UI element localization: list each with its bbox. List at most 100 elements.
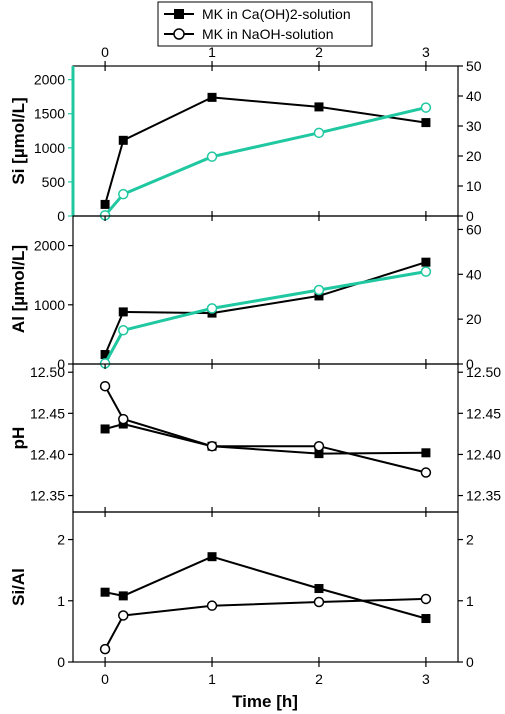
point-ca (421, 448, 431, 458)
ylabel-al: Al [µmol/L] (9, 245, 28, 333)
panel-frame (72, 215, 459, 365)
panel-ph: 12.35 12.40 12.45 12.50 12.35 12.40 12.45 12.50 (30, 363, 501, 513)
point-ca (314, 449, 324, 459)
point-ca (207, 552, 217, 562)
ytick-label-right: 12.40 (466, 446, 501, 462)
series-line-ca (104, 261, 427, 355)
point-naoh (420, 102, 432, 113)
point-naoh (420, 266, 432, 277)
point-naoh (313, 596, 325, 608)
ytick-label-right: 12.45 (466, 405, 501, 421)
xtick-label-top: 1 (208, 44, 216, 60)
ytick-label-left: 12.50 (30, 364, 65, 380)
point-ca (118, 591, 128, 601)
ytick-label-right: 0 (466, 208, 474, 224)
series-line-naoh (103, 106, 427, 217)
ytick-label-right: 0 (466, 654, 474, 670)
xlabel: Time [h] (232, 692, 298, 711)
point-ca (207, 92, 217, 102)
ytick-label-right: 2 (466, 532, 474, 548)
ytick-label-left: 2 (57, 532, 65, 548)
legend-marker-ca (174, 9, 184, 19)
legend: MK in Ca(OH)2-solution MK in NaOH-soluti… (157, 1, 373, 47)
ytick-label-right: 12.50 (466, 364, 501, 380)
ytick-label-right: 30 (466, 118, 482, 134)
point-ca (421, 614, 431, 624)
ytick-label-left: 0 (57, 356, 65, 372)
point-naoh (420, 593, 432, 605)
point-naoh (118, 413, 129, 425)
point-naoh (118, 610, 129, 621)
ytick-label-left: 1 (57, 593, 65, 609)
point-naoh (99, 380, 111, 392)
xtick-label-top: 3 (422, 44, 430, 60)
series-line-ca (104, 96, 427, 205)
point-ca (421, 118, 431, 128)
panel-frame (72, 65, 459, 217)
ytick-label-left: 0 (57, 654, 65, 670)
ytick-label-right: 10 (466, 178, 482, 194)
ytick-label-right: 60 (466, 221, 482, 237)
ytick-label-right: 40 (466, 88, 482, 104)
series-line-naoh (104, 385, 427, 474)
point-naoh (313, 440, 325, 452)
legend-label-naoh: MK in NaOH-solution (202, 26, 334, 42)
ytick-label-left: 12.40 (30, 446, 65, 462)
point-ca (100, 587, 110, 597)
ylabel-si-al: Si/Al (9, 568, 28, 606)
point-ca (100, 199, 110, 209)
xtick-label-bottom: 0 (101, 671, 109, 687)
legend-label-ca: MK in Ca(OH)2-solution (202, 6, 351, 22)
panel-al: 0 1000 2000 0 20 40 60 (34, 215, 482, 372)
xtick-label-top: 2 (315, 44, 323, 60)
point-ca (100, 350, 110, 360)
panel-frame (72, 363, 459, 513)
point-naoh (206, 440, 218, 452)
point-ca (118, 307, 128, 317)
ylabel-si: Si [µmol/L] (9, 97, 28, 184)
legend-box (157, 1, 373, 47)
ytick-label-right: 0 (466, 356, 474, 372)
xtick-label-top: 0 (101, 44, 109, 60)
ytick-label-right: 20 (466, 148, 482, 164)
xtick-label-bottom: 3 (422, 671, 430, 687)
point-naoh (206, 303, 218, 314)
point-naoh (206, 151, 218, 162)
ytick-label-left: 1000 (34, 140, 65, 156)
point-ca (314, 291, 324, 301)
series-line-naoh (104, 597, 426, 650)
ytick-label-right: 50 (466, 58, 482, 74)
ytick-label-left: 2000 (34, 238, 65, 254)
point-naoh (99, 643, 111, 655)
ytick-label-left: 2000 (34, 72, 65, 88)
point-ca (100, 424, 110, 434)
point-ca (314, 584, 324, 594)
legend-marker-naoh (173, 28, 185, 40)
ylabel-ph: pH (9, 427, 28, 450)
ytick-label-left: 1500 (34, 106, 65, 122)
series-line-naoh (103, 270, 427, 365)
ytick-label-left: 12.45 (30, 405, 65, 421)
xtick-label-bottom: 2 (315, 671, 323, 687)
ytick-label-left: 1000 (34, 297, 65, 313)
point-naoh (206, 600, 218, 611)
ytick-label-right: 1 (466, 593, 474, 609)
point-naoh (118, 188, 129, 200)
ytick-label-left: 0 (57, 208, 65, 224)
point-naoh (313, 284, 325, 296)
panel-si-al-ratio: 0 1 2 0 1 2 0 1 2 3 (57, 511, 474, 687)
point-naoh (420, 467, 432, 478)
ytick-label-right: 12.35 (466, 488, 501, 504)
point-ca (421, 257, 431, 267)
xtick-label-bottom: 1 (208, 671, 216, 687)
ytick-label-left: 12.35 (30, 488, 65, 504)
point-naoh (313, 127, 325, 139)
point-ca (314, 102, 324, 112)
ytick-label-right: 40 (466, 266, 482, 282)
series-line-ca (104, 555, 427, 620)
ytick-label-left: 500 (42, 174, 66, 190)
ytick-label-right: 20 (466, 311, 482, 327)
point-naoh (118, 325, 129, 336)
